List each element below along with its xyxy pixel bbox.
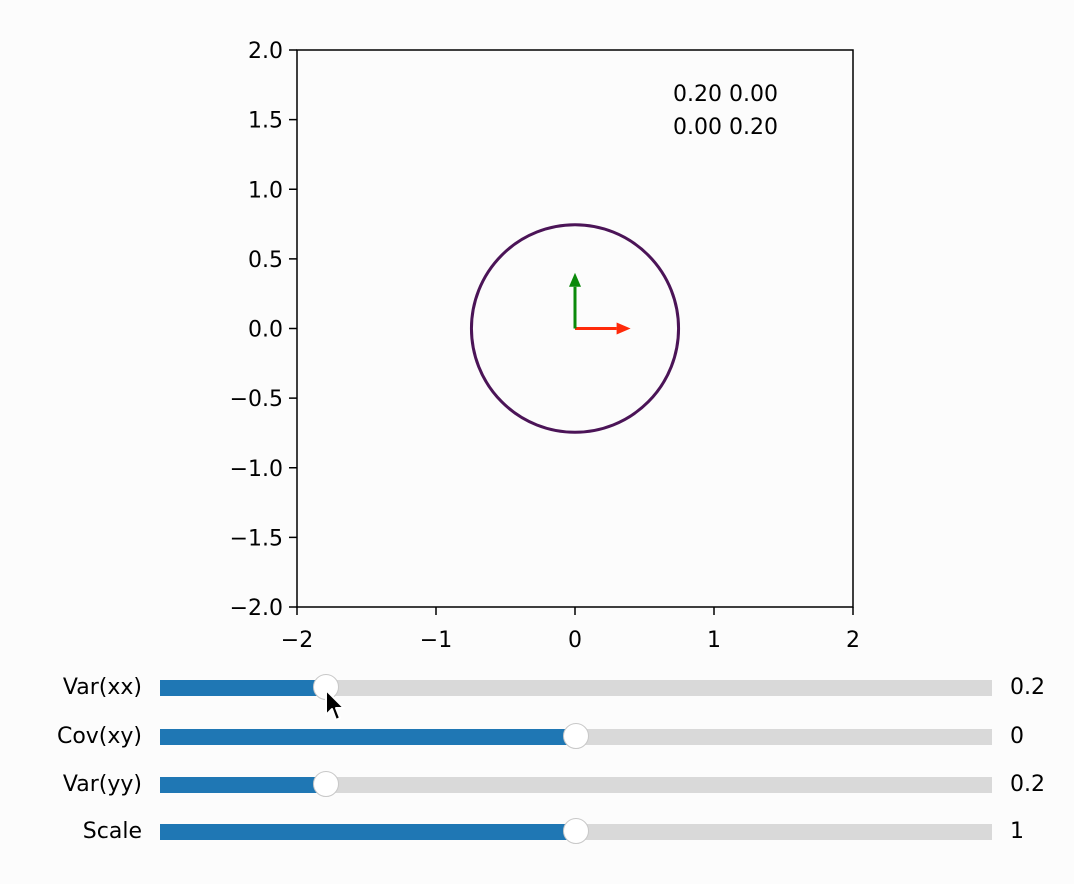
y-tick-label: −1.0 [230,457,283,482]
slider-fill [160,680,327,696]
matrix-row-2: 0.00 0.20 [673,115,778,140]
slider-value: 0.2 [1010,772,1045,797]
matrix-row-1: 0.20 0.00 [673,82,778,107]
covariance-plot: −2 −1 0 1 2 2.01.51.00.50.0−0.5−1.0−1.5−2.0 … [230,39,860,653]
slider-label: Cov(xy) [56,724,142,749]
slider-scale: Scale 1 [0,812,1074,852]
x-tick-label: 0 [568,628,582,653]
y-axis-arrow-head [569,272,581,287]
y-tick-label: 0.0 [248,318,283,343]
slider-value: 1 [1010,819,1024,844]
slider-fill [160,777,327,793]
slider-fill [160,824,576,840]
slider-label: Var(yy) [62,772,142,797]
slider-handle[interactable] [563,723,589,749]
x-axis-arrow-head [616,322,631,335]
slider-track[interactable] [160,771,992,797]
y-axis-ticks: 2.0 1.5 1.0 0.5 0.0 −0.5 −1.0 −1.5 −2.0 [230,39,297,621]
y-tick-label: −1.5 [230,526,283,551]
y-tick-label: 2.0 [248,39,283,64]
y-tick-label: 1.0 [248,178,283,203]
x-tick-label: 2 [846,628,860,653]
y-tick-label: −2.0 [230,596,283,621]
covariance-ellipse [469,223,681,434]
slider-var-yy: Var(yy) 0.2 [0,765,1074,805]
y-tick-label: 0.5 [248,248,283,273]
slider-label: Var(xx) [62,675,142,700]
slider-track[interactable] [160,723,992,749]
x-tick-label: 1 [707,628,721,653]
y-tick-label: 1.5 [248,109,283,134]
slider-var-xx: Var(xx) 0.2 [0,668,1074,708]
slider-label: Scale [82,819,142,844]
eigenvector-arrows [569,272,631,335]
slider-track[interactable] [160,674,992,700]
x-tick-label: −2 [281,628,313,653]
x-axis-ticks: −2 −1 0 1 2 [281,607,860,653]
y-tick-label: −0.5 [230,387,283,412]
slider-fill [160,729,576,745]
y-axis-arrow [569,272,581,329]
slider-value: 0.2 [1010,675,1045,700]
slider-handle[interactable] [313,771,340,797]
slider-handle[interactable] [313,674,340,700]
x-tick-label: −1 [420,628,452,653]
slider-track[interactable] [160,818,992,844]
slider-cov-xy: Cov(xy) 0 [0,717,1074,757]
x-axis-arrow [575,322,631,335]
slider-handle[interactable] [563,818,589,844]
slider-value: 0 [1010,724,1024,749]
